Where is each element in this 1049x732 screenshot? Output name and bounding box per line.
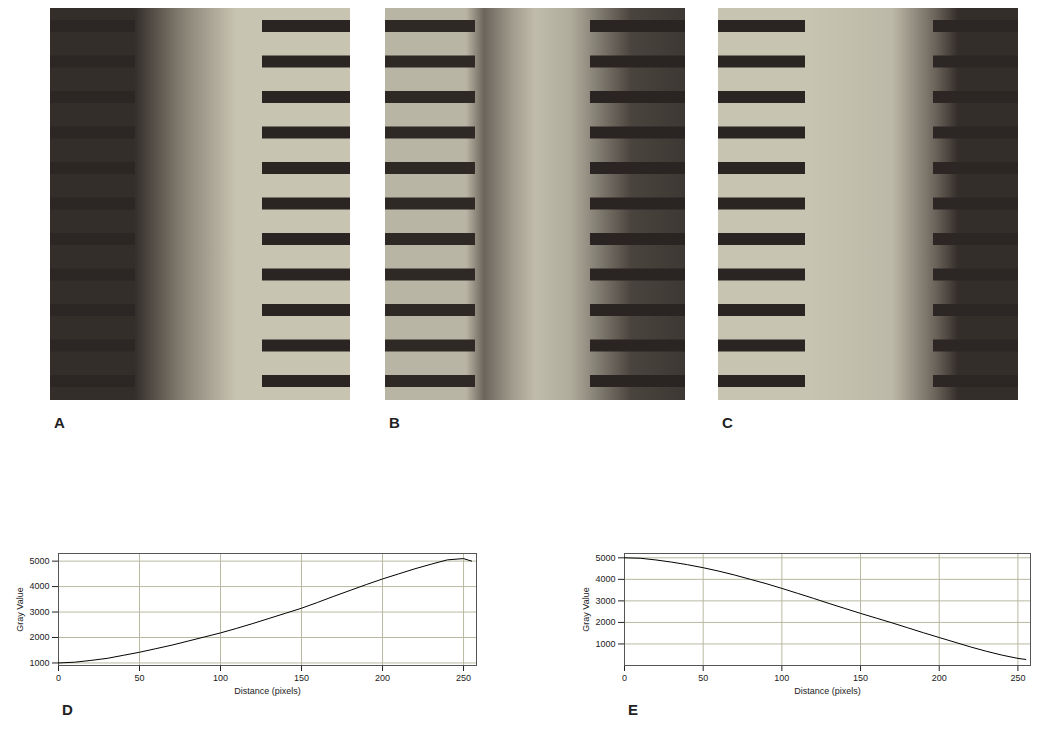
svg-text:2000: 2000	[595, 617, 615, 627]
svg-text:3000: 3000	[29, 607, 49, 617]
html-text:B: B	[389, 414, 400, 431]
svg-text:150: 150	[853, 673, 868, 683]
html-text:E: E	[628, 701, 638, 718]
svg-text:4000: 4000	[29, 581, 49, 591]
svg-text:Gray Value: Gray Value	[15, 587, 25, 631]
svg-text:50: 50	[698, 673, 708, 683]
svg-text:1000: 1000	[595, 639, 615, 649]
svg-text:3000: 3000	[595, 596, 615, 606]
html-text:A: A	[54, 414, 65, 431]
svg-text:5000: 5000	[29, 556, 49, 566]
svg-text:200: 200	[375, 673, 390, 683]
svg-text:4000: 4000	[595, 574, 615, 584]
svg-text:2000: 2000	[29, 632, 49, 642]
svg-text:100: 100	[774, 673, 789, 683]
svg-text:200: 200	[932, 673, 947, 683]
svg-text:150: 150	[294, 673, 309, 683]
svg-text:0: 0	[622, 673, 627, 683]
html-text:D: D	[62, 701, 73, 718]
html-text:C: C	[722, 414, 733, 431]
svg-text:100: 100	[213, 673, 228, 683]
svg-text:Distance (pixels): Distance (pixels)	[794, 686, 861, 696]
svg-text:250: 250	[456, 673, 471, 683]
svg-text:5000: 5000	[595, 553, 615, 563]
svg-text:250: 250	[1010, 673, 1025, 683]
svg-text:Gray Value: Gray Value	[581, 587, 591, 631]
svg-text:0: 0	[56, 673, 61, 683]
svg-text:Distance (pixels): Distance (pixels)	[234, 686, 301, 696]
svg-text:1000: 1000	[29, 658, 49, 668]
svg-text:50: 50	[134, 673, 144, 683]
